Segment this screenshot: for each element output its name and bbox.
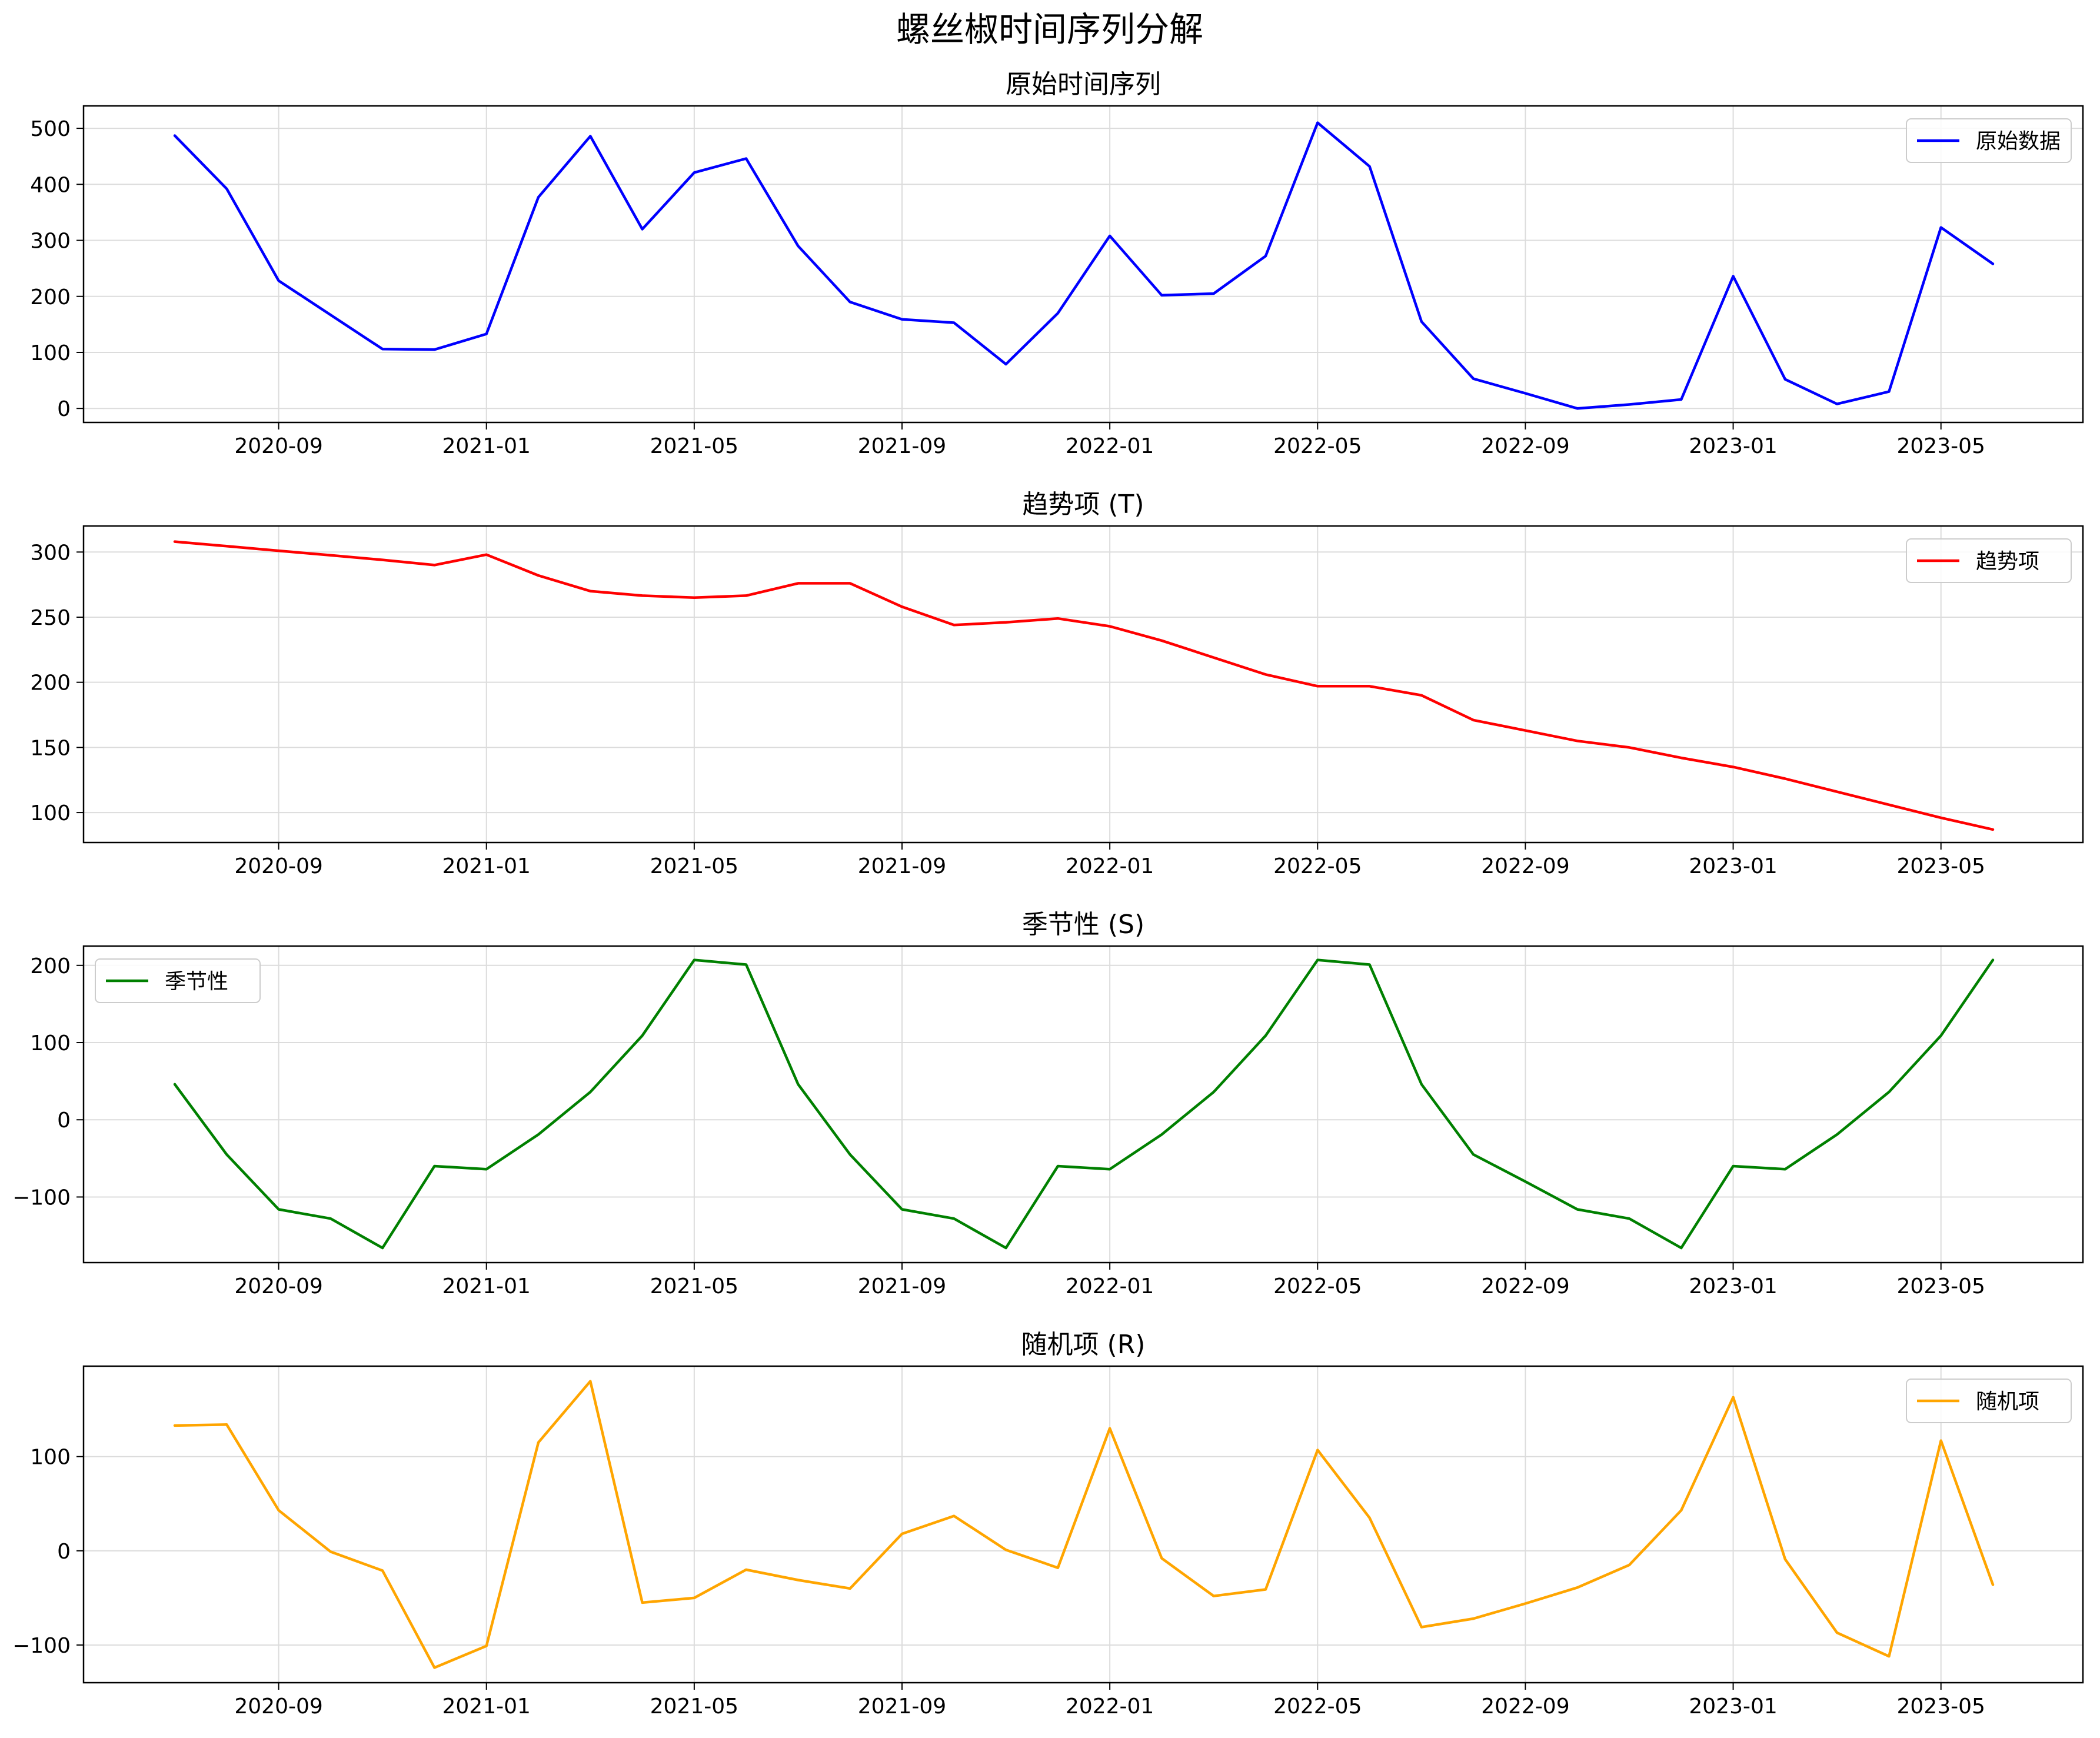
subplot-2: 趋势项 (T) 2020-09 2021-01 2021-05 2021-09 2022-… bbox=[30, 490, 2084, 878]
legend: 原始数据 bbox=[1906, 118, 2072, 163]
legend-label: 趋势项 bbox=[1976, 550, 2039, 574]
subplot-1: 原始时间序列 2020-09 2021-01 2021-05 2021-09 2022-0… bbox=[30, 69, 2084, 458]
legend-label: 随机项 bbox=[1976, 1390, 2039, 1414]
x-tick-label: 2021-01 bbox=[442, 1694, 531, 1719]
x-tick-label: 2020-09 bbox=[234, 1694, 322, 1719]
subplot-3: 季节性 (S) 2020-09 2021-01 2021-05 2021-09 2022-… bbox=[12, 910, 2084, 1298]
x-tick-label: 2021-01 bbox=[442, 854, 531, 878]
x-tick-label: 2023-05 bbox=[1897, 1694, 1985, 1719]
x-tick-label: 2021-05 bbox=[650, 854, 738, 878]
subplot-title: 季节性 (S) bbox=[1022, 910, 1144, 940]
y-tick-label: 100 bbox=[30, 341, 71, 365]
x-tick-label: 2022-09 bbox=[1481, 1274, 1569, 1298]
legend-frame bbox=[95, 958, 261, 1003]
subplot-title: 随机项 (R) bbox=[1021, 1330, 1146, 1360]
x-tick-label: 2022-01 bbox=[1066, 1274, 1154, 1298]
x-tick-label: 2022-05 bbox=[1273, 434, 1362, 458]
x-tick-label: 2022-09 bbox=[1481, 434, 1569, 458]
y-tick-label: 300 bbox=[30, 229, 71, 254]
x-tick-label: 2022-05 bbox=[1273, 1274, 1362, 1298]
x-tick-label: 2021-05 bbox=[650, 1694, 738, 1719]
x-tick-label: 2023-01 bbox=[1689, 1694, 1777, 1719]
x-tick-label: 2020-09 bbox=[234, 434, 322, 458]
y-tick-label: 0 bbox=[57, 1108, 71, 1133]
y-tick-label: 250 bbox=[30, 606, 71, 630]
x-tick-label: 2022-01 bbox=[1066, 854, 1154, 878]
x-tick-label: 2023-01 bbox=[1689, 434, 1777, 458]
figure-title: 螺丝椒时间序列分解 bbox=[896, 9, 1203, 49]
y-tick-label: 200 bbox=[30, 954, 71, 978]
x-tick-label: 2021-01 bbox=[442, 434, 531, 458]
x-tick-label: 2021-01 bbox=[442, 1274, 531, 1298]
legend: 趋势项 bbox=[1906, 538, 2072, 583]
y-tick-label: 200 bbox=[30, 671, 71, 695]
y-tick-label: 0 bbox=[57, 397, 71, 421]
legend-label: 原始数据 bbox=[1976, 129, 2061, 154]
legend: 随机项 bbox=[1906, 1379, 2072, 1423]
axes-frame bbox=[82, 1365, 2084, 1684]
y-tick-label: −100 bbox=[12, 1634, 71, 1658]
x-tick-label: 2023-01 bbox=[1689, 854, 1777, 878]
x-tick-label: 2021-09 bbox=[858, 854, 946, 878]
series-line bbox=[173, 1380, 1995, 1669]
legend-frame bbox=[1906, 118, 2072, 163]
series-line bbox=[173, 540, 1995, 831]
y-tick-label: 200 bbox=[30, 285, 71, 309]
y-tick-label: 300 bbox=[30, 541, 71, 565]
y-tick-label: 150 bbox=[30, 736, 71, 760]
x-tick-label: 2023-05 bbox=[1897, 434, 1985, 458]
x-tick-label: 2022-09 bbox=[1481, 854, 1569, 878]
subplot-title: 趋势项 (T) bbox=[1022, 490, 1144, 520]
x-tick-label: 2022-09 bbox=[1481, 1694, 1569, 1719]
y-tick-label: 100 bbox=[30, 1446, 71, 1470]
x-tick-label: 2022-05 bbox=[1273, 1694, 1362, 1719]
series-line bbox=[173, 958, 1995, 1250]
axes-frame bbox=[82, 525, 2084, 844]
series-line bbox=[173, 121, 1995, 410]
legend-frame bbox=[1906, 1379, 2072, 1423]
axes-frame bbox=[82, 945, 2084, 1264]
x-tick-label: 2020-09 bbox=[234, 854, 322, 878]
subplot-4: 随机项 (R) 2020-09 2021-01 2021-05 2021-09 2022-… bbox=[12, 1330, 2084, 1719]
legend-label: 季节性 bbox=[165, 970, 228, 994]
x-tick-label: 2022-01 bbox=[1066, 1694, 1154, 1719]
x-tick-label: 2023-05 bbox=[1897, 854, 1985, 878]
x-tick-label: 2021-05 bbox=[650, 1274, 738, 1298]
y-tick-label: 0 bbox=[57, 1540, 71, 1564]
axes-frame bbox=[82, 105, 2084, 424]
y-tick-label: 500 bbox=[30, 117, 71, 141]
x-tick-label: 2021-09 bbox=[858, 434, 946, 458]
subplot-title: 原始时间序列 bbox=[1006, 69, 1161, 99]
x-tick-label: 2023-01 bbox=[1689, 1274, 1777, 1298]
x-tick-label: 2023-05 bbox=[1897, 1274, 1985, 1298]
x-tick-label: 2020-09 bbox=[234, 1274, 322, 1298]
y-tick-label: 400 bbox=[30, 173, 71, 197]
legend-frame bbox=[1906, 538, 2072, 583]
legend: 季节性 bbox=[95, 958, 261, 1003]
subplots-container: 原始时间序列 2020-09 2021-01 2021-05 2021-09 2022-0… bbox=[12, 69, 2084, 1719]
x-tick-label: 2021-09 bbox=[858, 1274, 946, 1298]
x-tick-label: 2022-01 bbox=[1066, 434, 1154, 458]
y-tick-label: 100 bbox=[30, 1031, 71, 1056]
x-tick-label: 2021-05 bbox=[650, 434, 738, 458]
y-tick-label: 100 bbox=[30, 801, 71, 825]
x-tick-label: 2022-05 bbox=[1273, 854, 1362, 878]
x-tick-label: 2021-09 bbox=[858, 1694, 946, 1719]
y-tick-label: −100 bbox=[12, 1186, 71, 1210]
